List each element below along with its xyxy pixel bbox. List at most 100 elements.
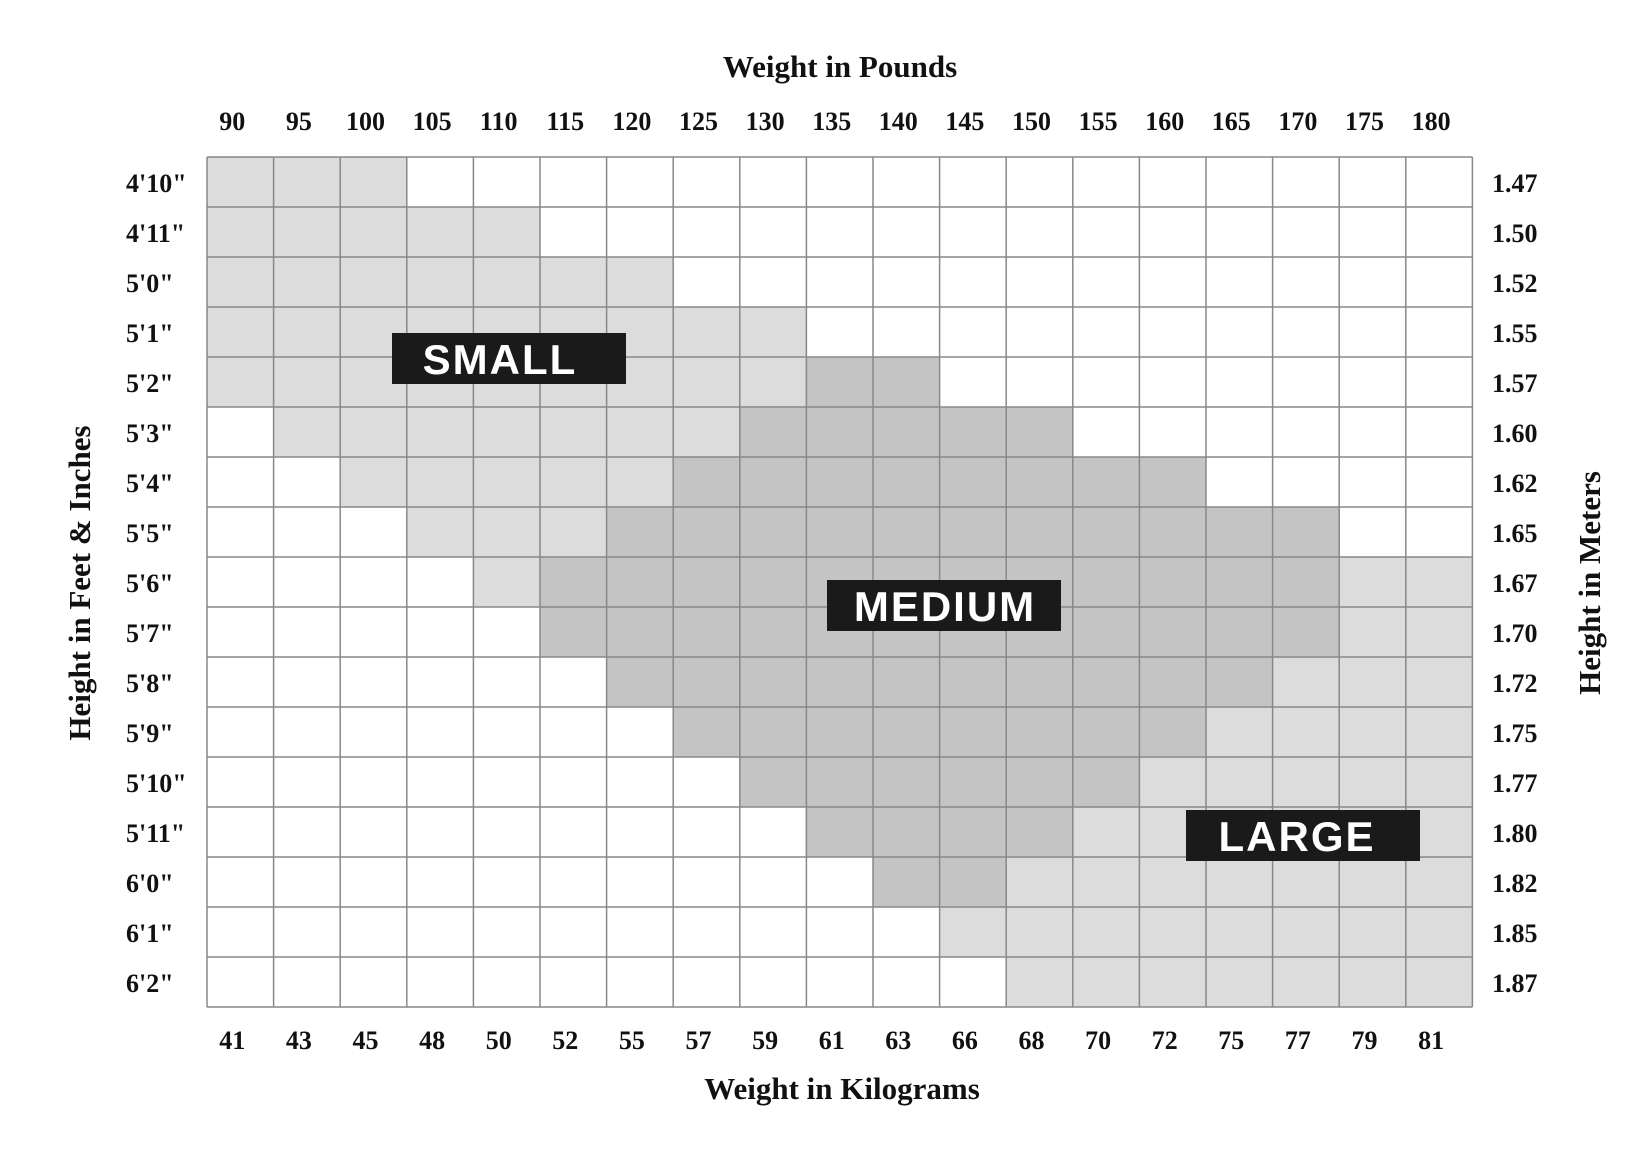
grid-cell-medium	[1072, 507, 1140, 557]
tick-label-meters: 1.55	[1492, 319, 1538, 348]
tick-label-pounds: 125	[679, 107, 718, 136]
tick-label-pounds: 165	[1212, 107, 1251, 136]
grid-cell-medium	[540, 607, 607, 657]
grid-cell-medium	[1139, 557, 1206, 607]
grid-cell-large	[1272, 657, 1340, 707]
tick-label-feet-inches: 4'11"	[126, 219, 185, 248]
grid-cell-empty	[540, 207, 607, 257]
grid-cell-small	[606, 407, 674, 457]
grid-cell-small	[273, 407, 341, 457]
grid-cell-empty	[273, 507, 341, 557]
tick-label-feet-inches: 5'0"	[126, 269, 174, 298]
grid-cell-empty	[873, 207, 940, 257]
tick-label-kilograms: 77	[1285, 1026, 1311, 1055]
grid-cell-empty	[1339, 407, 1406, 457]
tick-label-feet-inches: 5'9"	[126, 719, 174, 748]
grid-cell-medium	[873, 757, 940, 807]
grid-cell-small	[540, 407, 607, 457]
grid-cell-empty	[1339, 157, 1406, 207]
tick-label-feet-inches: 5'4"	[126, 469, 174, 498]
tick-label-meters: 1.82	[1492, 869, 1538, 898]
tick-label-meters: 1.57	[1492, 369, 1538, 398]
grid-cell-small	[406, 507, 474, 557]
grid-cell-small	[406, 207, 474, 257]
grid-cell-medium	[806, 807, 873, 857]
tick-label-meters: 1.65	[1492, 519, 1538, 548]
grid-cell-medium	[806, 357, 873, 407]
tick-label-meters: 1.60	[1492, 419, 1538, 448]
grid-cell-medium	[806, 507, 873, 557]
grid-cell-empty	[1405, 507, 1473, 557]
tick-label-pounds: 115	[547, 107, 585, 136]
grid-cell-large	[1139, 907, 1206, 957]
grid-cell-empty	[473, 807, 540, 857]
grid-cell-large	[1072, 807, 1140, 857]
grid-cell-empty	[207, 507, 274, 557]
tick-label-meters: 1.77	[1492, 769, 1538, 798]
grid-cell-medium	[1006, 757, 1073, 807]
grid-cell-medium	[873, 407, 940, 457]
grid-cell-medium	[873, 657, 940, 707]
grid-cell-empty	[873, 907, 940, 957]
grid-cell-small	[207, 157, 274, 207]
tick-label-pounds: 140	[879, 107, 918, 136]
grid-cell-medium	[939, 757, 1007, 807]
grid-cell-medium	[606, 607, 674, 657]
grid-cell-empty	[473, 157, 540, 207]
grid-cell-empty	[1206, 307, 1273, 357]
tick-label-feet-inches: 6'2"	[126, 969, 174, 998]
grid-cell-medium	[939, 407, 1007, 457]
grid-cell-medium	[606, 507, 674, 557]
grid-cell-empty	[1405, 157, 1473, 207]
tick-label-meters: 1.85	[1492, 919, 1538, 948]
grid-cell-empty	[473, 757, 540, 807]
grid-cell-empty	[340, 807, 407, 857]
grid-cell-medium	[1072, 707, 1140, 757]
large-label-box	[1186, 810, 1420, 861]
grid-cell-empty	[606, 957, 674, 1007]
grid-cell-empty	[806, 257, 873, 307]
tick-label-meters: 1.72	[1492, 669, 1538, 698]
grid-cell-empty	[340, 657, 407, 707]
grid-cell-small	[340, 157, 407, 207]
grid-cell-medium	[873, 707, 940, 757]
large-label: LARGE	[1186, 810, 1420, 861]
tick-label-kilograms: 75	[1218, 1026, 1244, 1055]
grid-cell-empty	[1139, 357, 1206, 407]
tick-label-feet-inches: 5'10"	[126, 769, 187, 798]
grid-cell-empty	[1139, 207, 1206, 257]
grid-cell-empty	[273, 957, 341, 1007]
grid-cell-small	[473, 457, 540, 507]
grid-cell-empty	[1339, 507, 1406, 557]
grid-cell-empty	[340, 907, 407, 957]
left-axis-title: Height in Feet & Inches	[62, 425, 97, 740]
tick-label-kilograms: 57	[686, 1026, 712, 1055]
grid-cell-medium	[939, 507, 1007, 557]
grid-cell-empty	[1139, 407, 1206, 457]
grid-cell-medium	[1139, 457, 1206, 507]
grid-cell-empty	[273, 857, 341, 907]
grid-cell-small	[273, 257, 341, 307]
grid-cell-medium	[1006, 657, 1073, 707]
grid-cell-empty	[540, 157, 607, 207]
grid-cell-empty	[406, 907, 474, 957]
grid-cell-small	[340, 207, 407, 257]
tick-label-feet-inches: 4'10"	[126, 169, 187, 198]
grid-cell-empty	[207, 457, 274, 507]
grid-cell-empty	[939, 257, 1007, 307]
grid-cell-medium	[939, 807, 1007, 857]
grid-cell-empty	[273, 757, 341, 807]
grid-cell-empty	[473, 907, 540, 957]
grid-cell-medium	[739, 507, 807, 557]
tick-label-kilograms: 55	[619, 1026, 645, 1055]
grid-cell-medium	[673, 457, 740, 507]
grid-cell-small	[673, 357, 740, 407]
tick-label-pounds: 100	[346, 107, 385, 136]
bottom-axis-title: Weight in Kilograms	[704, 1071, 980, 1106]
grid-cell-medium	[1072, 657, 1140, 707]
tick-label-kilograms: 52	[552, 1026, 578, 1055]
grid-cell-empty	[873, 307, 940, 357]
grid-cell-large	[1405, 707, 1473, 757]
grid-cell-medium	[939, 707, 1007, 757]
